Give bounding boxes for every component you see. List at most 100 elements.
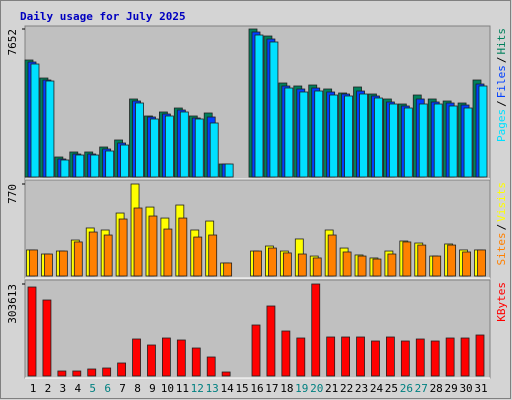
bar <box>344 95 354 178</box>
x-tick-label: 28 <box>430 382 443 395</box>
bar <box>102 367 112 377</box>
bar <box>371 340 380 377</box>
bar <box>90 154 100 178</box>
bar <box>29 249 38 277</box>
bar <box>388 103 398 178</box>
legend-entry: Visits <box>495 182 508 222</box>
bar <box>432 255 442 277</box>
bar <box>161 337 171 377</box>
y-tick-label: 303613 <box>6 284 19 324</box>
legend-separator: / <box>495 57 508 64</box>
bar <box>374 97 383 178</box>
bar <box>206 356 216 377</box>
x-tick-label: 22 <box>340 382 353 395</box>
x-tick-label: 26 <box>400 382 413 395</box>
legend: Pages/Files/Hits <box>495 28 508 142</box>
bar <box>299 91 309 178</box>
x-tick-label: 14 <box>221 382 235 395</box>
x-tick-label: 3 <box>60 382 67 395</box>
bar <box>132 338 141 377</box>
bar <box>387 253 397 277</box>
bar <box>356 336 365 377</box>
bar <box>326 336 336 377</box>
x-tick-label: 23 <box>355 382 368 395</box>
x-tick-label: 21 <box>325 382 338 395</box>
bar <box>209 122 219 178</box>
bar <box>296 337 306 377</box>
bar <box>191 347 201 377</box>
x-tick-label: 4 <box>74 382 81 395</box>
bar <box>72 370 82 377</box>
bar <box>194 118 204 178</box>
bar <box>164 115 174 178</box>
bar <box>221 371 231 377</box>
x-tick-label: 30 <box>459 382 472 395</box>
x-tick-label: 12 <box>191 382 204 395</box>
bar <box>372 258 382 277</box>
bar <box>475 334 485 377</box>
x-tick-label: 5 <box>89 382 96 395</box>
bar <box>385 336 395 377</box>
x-tick-label: 1 <box>30 382 37 395</box>
bar <box>312 257 322 277</box>
x-tick-label: 16 <box>250 382 263 395</box>
bar <box>445 337 455 377</box>
x-tick-label: 18 <box>280 382 293 395</box>
x-tick-label: 17 <box>265 382 278 395</box>
bar <box>223 262 233 277</box>
bar <box>224 163 234 178</box>
legend-separator: / <box>495 224 508 231</box>
bar <box>311 283 321 377</box>
bar <box>208 234 218 277</box>
bar <box>178 217 188 277</box>
bar <box>447 244 457 277</box>
bar <box>105 150 115 178</box>
x-tick-label: 27 <box>415 382 428 395</box>
bar <box>417 244 427 277</box>
bar <box>327 234 337 277</box>
x-tick-label: 9 <box>149 382 156 395</box>
x-tick-label: 24 <box>370 382 384 395</box>
legend-entry: Hits <box>495 28 508 55</box>
bar <box>150 118 159 178</box>
bar <box>147 344 156 377</box>
bar <box>477 249 486 277</box>
bar <box>135 102 144 178</box>
bar <box>57 370 67 377</box>
bar <box>30 63 40 178</box>
x-tick-label: 31 <box>474 382 487 395</box>
x-tick-label: 25 <box>385 382 398 395</box>
legend: KBytes <box>495 282 508 322</box>
bar <box>463 107 473 178</box>
bar <box>60 159 70 178</box>
bar <box>418 103 428 178</box>
bar <box>148 215 158 277</box>
bar <box>341 336 351 377</box>
bar <box>329 94 339 178</box>
bar <box>266 305 276 377</box>
legend-entry: Files <box>495 65 508 98</box>
bar <box>478 85 488 178</box>
x-tick-label: 7 <box>119 382 126 395</box>
bar <box>357 255 367 277</box>
bar <box>120 144 129 178</box>
bar <box>282 252 292 277</box>
bar <box>462 251 471 277</box>
bar <box>118 218 128 277</box>
bar <box>75 154 85 178</box>
bar <box>448 105 458 178</box>
x-tick-label: 8 <box>134 382 141 395</box>
bar <box>117 362 126 377</box>
bar <box>73 241 83 277</box>
legend-entry: KBytes <box>495 282 508 322</box>
bar <box>281 330 291 377</box>
x-tick-label: 2 <box>45 382 52 395</box>
x-tick-label: 29 <box>445 382 458 395</box>
x-tick-label: 19 <box>295 382 308 395</box>
bar <box>269 41 279 178</box>
bar <box>251 324 261 377</box>
bar <box>297 253 307 277</box>
bar <box>133 207 143 277</box>
bar <box>27 286 37 377</box>
